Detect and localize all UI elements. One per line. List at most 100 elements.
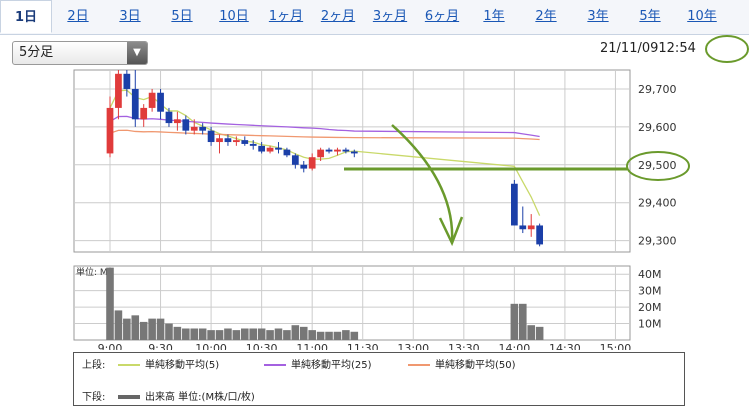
x-tick-label: 10:00 — [195, 342, 227, 350]
candle-body — [519, 225, 527, 230]
volume-bar — [249, 328, 258, 340]
price-tick-label: 29,600 — [638, 121, 677, 134]
ma25-line — [109, 115, 540, 138]
x-tick-label: 14:00 — [499, 342, 531, 350]
tab-8[interactable]: 6ヶ月 — [424, 9, 460, 24]
candle-body — [342, 149, 350, 152]
legend-ma50: 単純移動平均(50) — [404, 356, 516, 371]
candle-body — [300, 164, 308, 169]
price-tick-label: 29,300 — [638, 235, 677, 248]
candle-body — [241, 140, 249, 144]
legend-volume-label: 出来高 単位:(M株/口/枚) — [145, 392, 255, 403]
volume-bar — [325, 331, 333, 340]
candle-body — [148, 92, 156, 108]
candle-body — [131, 88, 139, 120]
tab-13[interactable]: 10年 — [687, 9, 717, 24]
price-tick-label: 29,500 — [638, 159, 677, 172]
volume-bar — [527, 325, 536, 340]
tab-2[interactable]: 3日 — [119, 9, 141, 24]
legend-ma50-label: 単純移動平均(50) — [435, 360, 516, 371]
ma50-line — [109, 129, 540, 141]
volume-bar — [148, 318, 156, 340]
candle-body — [291, 155, 299, 165]
tab-12[interactable]: 5年 — [639, 9, 661, 24]
candle-body — [510, 183, 518, 226]
tab-9[interactable]: 1年 — [483, 9, 505, 24]
candle-body — [536, 225, 544, 245]
candle-body — [190, 126, 198, 131]
volume-bar — [173, 326, 182, 340]
x-tick-label: 11:30 — [347, 342, 379, 350]
candle-body — [140, 107, 148, 120]
volume-bar — [257, 328, 266, 340]
price-tick-label: 29,400 — [638, 197, 677, 210]
volume-unit-label: 単位: M — [76, 266, 108, 278]
legend-ma5-label: 単純移動平均(5) — [145, 360, 220, 371]
candle-body — [266, 147, 274, 152]
candle-body — [249, 143, 257, 146]
volume-bar — [232, 330, 241, 340]
candle-body — [308, 157, 316, 169]
candle-body — [283, 149, 291, 156]
tab-4[interactable]: 10日 — [219, 9, 249, 24]
tab-6[interactable]: 2ヶ月 — [320, 9, 356, 24]
tab-7[interactable]: 3ヶ月 — [372, 9, 408, 24]
x-tick-label: 9:00 — [98, 342, 123, 350]
interval-select[interactable]: 5分足 ▼ — [12, 41, 148, 65]
tab-10[interactable]: 2年 — [535, 9, 557, 24]
volume-tick-label: 30M — [638, 285, 662, 298]
x-tick-label: 14:30 — [549, 342, 581, 350]
legend-ma25: 単純移動平均(25) — [260, 356, 372, 371]
tab-0[interactable]: 1日 — [0, 0, 52, 33]
volume-tick-label: 40M — [638, 268, 662, 281]
volume-bar — [224, 328, 232, 340]
legend-volume: 出来高 単位:(M株/口/枚) — [114, 388, 255, 403]
volume-bar — [165, 323, 173, 340]
candle-body — [317, 149, 324, 158]
legend-ma25-swatch — [264, 364, 286, 366]
candle-body — [216, 138, 223, 143]
datetime-label: 21/11/0912:54 — [600, 41, 696, 56]
legend-ma5: 単純移動平均(5) — [114, 356, 219, 371]
candle-body — [165, 111, 173, 124]
volume-bar — [308, 330, 316, 340]
candle-body — [174, 119, 181, 124]
legend-ma5-swatch — [118, 364, 140, 366]
x-tick-label: 15:00 — [600, 342, 632, 350]
legend-ma50-swatch — [408, 364, 430, 366]
volume-bar — [274, 328, 283, 340]
candle-body — [123, 73, 131, 89]
volume-bar — [266, 330, 274, 340]
volume-bar — [106, 267, 114, 340]
candle-body — [527, 225, 535, 230]
legend-volume-swatch — [118, 395, 140, 399]
volume-bar — [535, 326, 544, 340]
x-tick-label: 9:30 — [148, 342, 173, 350]
volume-bar — [139, 321, 148, 340]
x-tick-label: 10:30 — [246, 342, 278, 350]
volume-bar — [131, 315, 140, 340]
chevron-down-icon[interactable]: ▼ — [127, 42, 147, 64]
legend-lower-row: 下段: 出来高 単位:(M株/口/枚) — [82, 388, 255, 403]
price-circle-annotation — [626, 151, 690, 181]
x-tick-label: 11:00 — [296, 342, 328, 350]
tab-11[interactable]: 3年 — [587, 9, 609, 24]
candle-body — [157, 92, 164, 112]
candle-body — [232, 140, 240, 143]
legend-upper-row: 上段: 単純移動平均(5) 単純移動平均(25) 単純移動平均(50) — [82, 356, 516, 371]
date-text: 21/11/09 — [600, 41, 659, 56]
tab-1[interactable]: 2日 — [67, 9, 89, 24]
volume-bar — [518, 303, 527, 340]
volume-bar — [207, 330, 215, 340]
tab-5[interactable]: 1ヶ月 — [268, 9, 304, 24]
volume-bar — [156, 318, 165, 340]
volume-bar — [342, 330, 350, 340]
volume-bar — [333, 331, 342, 340]
volume-tick-label: 20M — [638, 301, 662, 314]
candle-body — [258, 145, 266, 152]
volume-bar — [215, 330, 224, 340]
candle-body — [207, 130, 215, 143]
price-tick-label: 29,700 — [638, 83, 677, 96]
interval-select-value: 5分足 — [19, 45, 54, 60]
tab-3[interactable]: 5日 — [171, 9, 193, 24]
